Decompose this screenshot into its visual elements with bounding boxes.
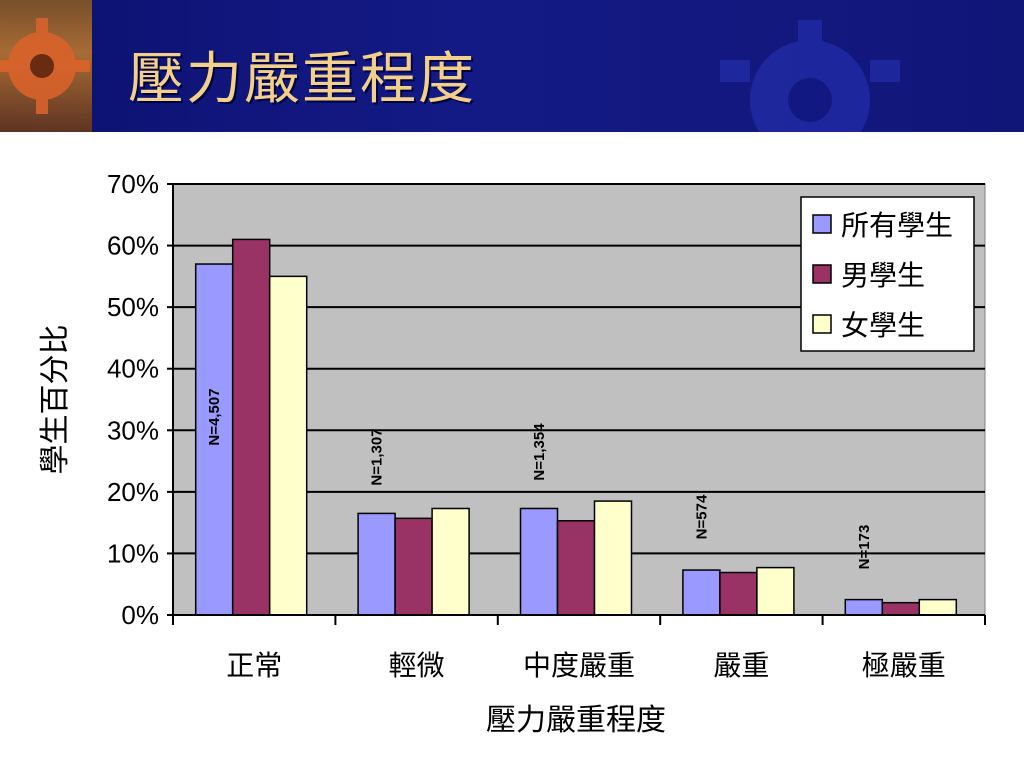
x-axis: 正常 輕微 中度嚴重 嚴重 極嚴重 bbox=[172, 184, 986, 682]
bar bbox=[394, 517, 433, 616]
x-axis-label: 壓力嚴重程度 bbox=[486, 703, 666, 738]
legend-label: 男學生 bbox=[841, 259, 925, 292]
bar bbox=[431, 507, 470, 616]
y-tick-label: 0% bbox=[121, 600, 159, 630]
y-tick-label: 30% bbox=[107, 415, 159, 445]
x-tick-label: 嚴重 bbox=[713, 649, 769, 682]
legend-label: 所有學生 bbox=[841, 209, 953, 242]
bar bbox=[519, 507, 559, 616]
y-tick-label: 60% bbox=[107, 231, 159, 261]
bar bbox=[357, 512, 396, 616]
legend-swatch bbox=[812, 314, 832, 334]
bar bbox=[682, 569, 721, 616]
bar bbox=[268, 275, 308, 616]
slide-title: 壓力嚴重程度 bbox=[128, 47, 476, 112]
bar bbox=[844, 598, 884, 616]
gear-icon bbox=[0, 18, 90, 114]
y-tick-label: 40% bbox=[107, 354, 159, 384]
bar bbox=[756, 566, 795, 616]
slide-header: 壓力嚴重程度 bbox=[0, 0, 1024, 132]
x-tick-label: 極嚴重 bbox=[862, 649, 946, 682]
legend-swatch bbox=[812, 214, 832, 234]
sample-size-label: N=4,507 bbox=[206, 388, 223, 445]
sample-size-label: N=574 bbox=[693, 494, 710, 539]
sample-size-label: N=173 bbox=[856, 525, 873, 570]
legend-swatch bbox=[812, 264, 832, 284]
x-tick-label: 正常 bbox=[226, 649, 282, 682]
annotations: N=4,507 N=1,307 N=1,354 N=574 N=173 bbox=[206, 388, 873, 569]
x-tick-label: 輕微 bbox=[389, 649, 445, 682]
legend-label: 女學生 bbox=[841, 309, 925, 342]
bar bbox=[918, 598, 958, 616]
gear-icon bbox=[720, 20, 900, 132]
sample-size-label: N=1,307 bbox=[369, 428, 386, 485]
bar bbox=[194, 263, 234, 616]
bar bbox=[231, 238, 271, 616]
y-tick-label: 70% bbox=[107, 169, 159, 199]
bar bbox=[719, 571, 758, 616]
y-tick-label: 20% bbox=[107, 477, 159, 507]
bar bbox=[593, 500, 633, 616]
y-tick-labels: 0% 10% 20% 30% 40% 50% 60% 70% bbox=[107, 169, 173, 630]
y-tick-label: 50% bbox=[107, 292, 159, 322]
bar bbox=[556, 520, 596, 616]
bars bbox=[194, 238, 958, 616]
x-tick-label: 中度嚴重 bbox=[523, 649, 635, 682]
y-axis-label: 學生百分比 bbox=[38, 325, 73, 475]
sample-size-label: N=1,354 bbox=[531, 423, 548, 481]
y-tick-label: 10% bbox=[107, 538, 159, 568]
bar bbox=[881, 601, 921, 616]
